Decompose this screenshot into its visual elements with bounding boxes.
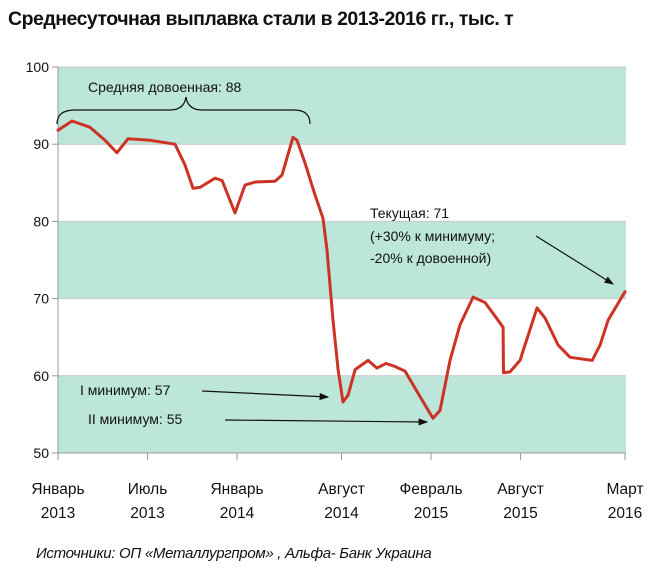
background-band (58, 67, 626, 145)
x-tick-label: 2015 (414, 505, 448, 522)
x-tick-label: 2013 (41, 505, 75, 522)
x-tick-label: 2014 (220, 505, 255, 522)
series-line (56, 119, 627, 420)
y-tick-label: 100 (26, 59, 50, 75)
x-tick-label: Январь (210, 481, 263, 498)
annotation-min2: II минимум: 55 (88, 411, 182, 427)
annotation-current-1: Текущая: 71 (370, 205, 449, 221)
arrow-min2 (224, 418, 429, 426)
y-tick-label: 80 (33, 213, 49, 229)
x-tick-label: Январь (31, 481, 84, 498)
x-tick-label: Июль (128, 481, 168, 498)
x-tick-label: Август (318, 481, 365, 498)
x-tick-label: 2014 (324, 505, 359, 522)
y-tick-label: 60 (33, 368, 49, 384)
annotation-min1: I минимум: 57 (80, 382, 171, 398)
y-tick-label: 70 (33, 291, 49, 307)
x-tick-label: Февраль (400, 481, 463, 498)
y-tick-label: 50 (33, 445, 49, 461)
x-tick-label: 2016 (608, 505, 642, 522)
annotation-current-2: (+30% к минимуму; (370, 228, 495, 244)
prewar-brace (56, 96, 311, 125)
chart-title: Среднесуточная выплавка стали в 2013-201… (8, 8, 514, 30)
y-tick-label: 90 (33, 136, 49, 152)
x-tick-label: 2013 (130, 505, 164, 522)
x-tick-label: Март (606, 481, 643, 498)
annotation-prewar: Средняя довоенная: 88 (88, 79, 242, 95)
arrow-current (535, 235, 615, 285)
source-note: Источники: ОП «Металлургпром» , Альфа- Б… (36, 545, 432, 562)
annotation-current-3: -20% к довоенной) (370, 250, 491, 266)
x-tick-label: 2015 (503, 505, 537, 522)
background-band (58, 221, 626, 299)
arrow-min1 (201, 390, 330, 401)
x-tick-label: Август (497, 481, 544, 498)
